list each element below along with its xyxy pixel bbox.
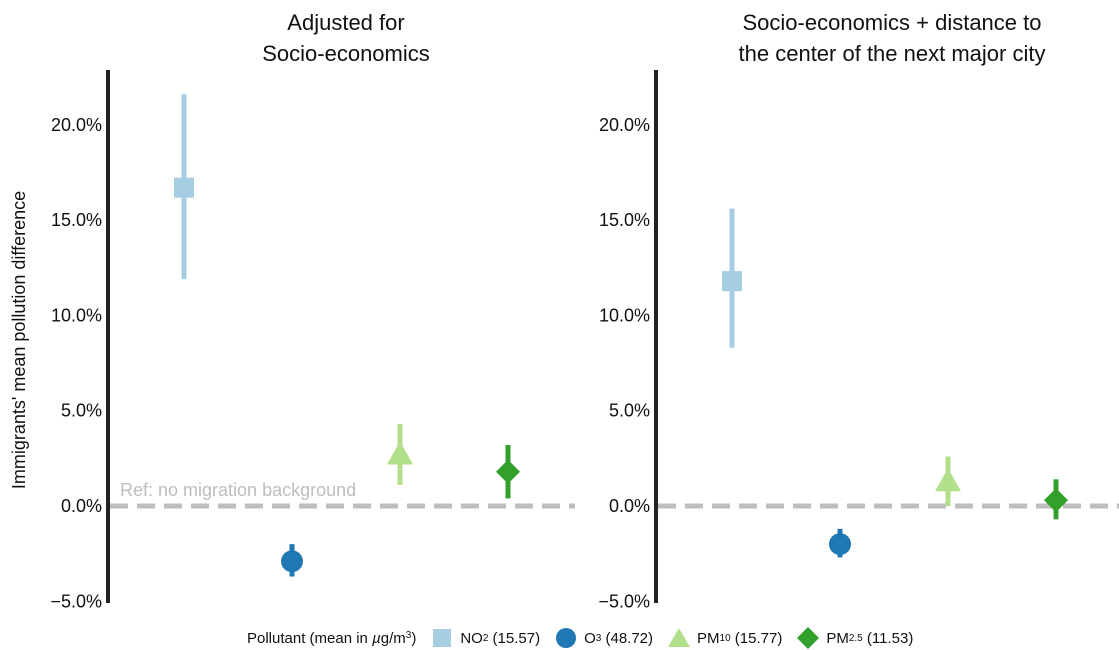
panels: Adjusted for Socio-economics Ref: no migra… bbox=[50, 10, 1119, 611]
reference-label: Ref: no migration background bbox=[120, 480, 356, 500]
panel-title-line: the center of the next major city bbox=[739, 41, 1046, 66]
panel-title-line: Socio-economics + distance to bbox=[743, 10, 1042, 35]
point-marker-diamond bbox=[496, 459, 520, 484]
y-tick-label: 5.0% bbox=[61, 401, 102, 421]
panel-2: Socio-economics + distance to the center … bbox=[598, 10, 1119, 611]
triangle-icon bbox=[668, 628, 691, 647]
y-tick-label: −5.0% bbox=[50, 591, 102, 611]
panel-1: Adjusted for Socio-economics Ref: no migra… bbox=[50, 10, 575, 611]
legend-title: Pollutant (mean in µg/m3) bbox=[247, 629, 417, 647]
y-tick-label: 10.0% bbox=[51, 305, 102, 325]
panel-title-line: Adjusted for bbox=[287, 10, 404, 35]
y-tick-label: 0.0% bbox=[61, 496, 102, 516]
y-tick-label: −5.0% bbox=[598, 591, 650, 611]
y-tick-label: 5.0% bbox=[609, 401, 650, 421]
y-tick-label: 0.0% bbox=[609, 496, 650, 516]
point-marker-circle bbox=[829, 533, 851, 556]
y-tick-label: 10.0% bbox=[599, 305, 650, 325]
point-marker-triangle bbox=[387, 441, 413, 465]
y-tick-label: 15.0% bbox=[599, 210, 650, 230]
point-marker-square bbox=[722, 271, 742, 292]
legend-item-no2: NO 2 (15.57) bbox=[430, 626, 540, 650]
panel-title-line: Socio-economics bbox=[262, 41, 430, 66]
y-tick-label: 20.0% bbox=[51, 115, 102, 135]
point-marker-triangle bbox=[935, 468, 961, 492]
y-tick-label: 15.0% bbox=[51, 210, 102, 230]
diamond-icon bbox=[797, 627, 820, 649]
point-marker-diamond bbox=[1044, 488, 1068, 513]
y-tick-label: 20.0% bbox=[599, 115, 650, 135]
point-marker-square bbox=[174, 177, 194, 198]
point-marker-circle bbox=[281, 550, 303, 573]
square-icon bbox=[433, 629, 452, 647]
legend-item-pm25: PM 2.5 (11.53) bbox=[796, 626, 913, 650]
y-axis-label: Immigrants' mean pollution difference bbox=[9, 191, 29, 489]
circle-icon bbox=[556, 628, 577, 648]
legend-item-pm10: PM 10 (15.77) bbox=[667, 626, 782, 650]
